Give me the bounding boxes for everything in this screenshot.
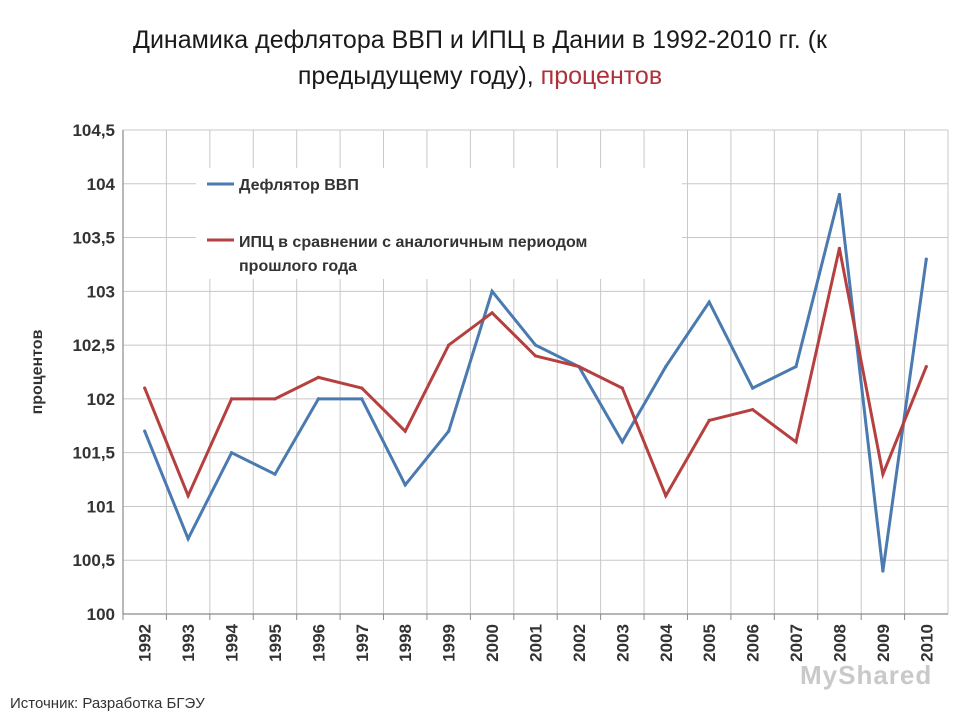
- series-group: [143, 192, 928, 573]
- data-point: [229, 397, 234, 401]
- x-tick-label: 2010: [917, 624, 936, 662]
- data-point: [229, 451, 234, 455]
- x-tick-label: 1998: [396, 624, 415, 662]
- title-line-1: Динамика дефлятора ВВП и ИПЦ в Дании в 1…: [133, 26, 827, 54]
- legend: Дефлятор ВВП ИПЦ в сравнении с аналогичны…: [196, 168, 682, 279]
- data-point: [924, 365, 928, 369]
- data-point: [794, 365, 798, 369]
- x-tick-label: 1995: [266, 624, 285, 662]
- x-tick-label: 2004: [657, 623, 676, 661]
- title-line-2-text: предыдущему году),: [297, 62, 541, 90]
- data-point: [837, 192, 842, 197]
- x-tick-label: 2008: [830, 624, 849, 662]
- x-tick-label: 1997: [353, 624, 372, 662]
- data-point: [620, 440, 624, 444]
- y-tick-label: 102: [87, 390, 115, 409]
- data-point: [447, 343, 451, 347]
- data-point: [707, 300, 711, 304]
- x-tick-label: 2002: [570, 624, 589, 662]
- data-point: [316, 375, 320, 379]
- series-line-2: [143, 247, 928, 500]
- data-point: [186, 494, 190, 498]
- data-point: [533, 343, 538, 347]
- y-tick-label: 102,5: [72, 336, 115, 355]
- data-point: [360, 397, 364, 401]
- data-point: [143, 386, 147, 390]
- y-tick-label: 104: [87, 175, 116, 194]
- data-point: [664, 365, 668, 369]
- x-tick-label: 2006: [744, 624, 763, 662]
- x-tick-label: 2003: [613, 624, 632, 662]
- y-tick-label: 104,5: [72, 121, 115, 140]
- legend-label-2-line-2: прошлого года: [239, 258, 357, 275]
- x-tick-label: 2000: [483, 624, 502, 662]
- data-point: [316, 397, 320, 401]
- legend-label-1: Дефлятор ВВП: [239, 177, 359, 194]
- data-point: [143, 429, 147, 433]
- y-tick-label: 103,5: [72, 229, 115, 248]
- data-point: [273, 472, 277, 476]
- x-tick-label: 2001: [527, 624, 546, 662]
- data-point: [360, 386, 364, 390]
- data-point: [577, 365, 581, 369]
- data-point: [881, 569, 885, 573]
- data-point: [707, 418, 711, 422]
- data-point: [924, 257, 928, 261]
- data-point: [403, 429, 407, 433]
- x-tick-label: 1994: [223, 623, 242, 661]
- x-tick-label: 1992: [136, 624, 155, 662]
- y-tick-label: 103: [87, 282, 115, 301]
- y-axis-title: процентов: [29, 329, 46, 414]
- data-point: [620, 386, 624, 390]
- data-point: [751, 408, 755, 412]
- title-accent: процентов: [540, 62, 663, 90]
- title-line-2: предыдущему году), процентов: [0, 58, 960, 94]
- data-point: [881, 472, 885, 476]
- slide-title: Динамика дефлятора ВВП и ИПЦ в Дании в 1…: [0, 22, 960, 94]
- data-point: [751, 386, 755, 390]
- legend-box: [196, 168, 682, 279]
- data-point: [186, 537, 190, 541]
- legend-label-2-line-1: ИПЦ в сравнении с аналогичным периодом: [239, 234, 587, 251]
- data-point: [490, 311, 494, 315]
- y-tick-label: 100: [87, 605, 115, 624]
- data-point: [794, 440, 798, 444]
- data-point: [490, 289, 494, 293]
- y-tick-label: 100,5: [72, 551, 115, 570]
- y-tick-label: 101,5: [72, 444, 115, 463]
- x-tick-label: 2009: [874, 624, 893, 662]
- x-tick-label: 2007: [787, 624, 806, 662]
- axes: 100 100,5 101 101,5 102 102,5 103 103,5 104 104,5…: [29, 121, 948, 662]
- x-tick-label: 1999: [440, 624, 459, 662]
- x-tick-label: 2005: [700, 624, 719, 662]
- data-point: [664, 494, 668, 498]
- data-point: [403, 483, 407, 487]
- source-note: Источник: Разработка БГЭУ: [10, 695, 205, 712]
- data-point: [837, 246, 842, 250]
- data-point: [447, 429, 451, 433]
- x-tick-label: 1996: [309, 624, 328, 662]
- watermark: MyShared: [800, 660, 933, 690]
- data-point: [273, 397, 277, 401]
- y-tick-label: 101: [87, 497, 115, 516]
- x-tick-label: 1993: [179, 624, 198, 662]
- data-point: [533, 354, 538, 358]
